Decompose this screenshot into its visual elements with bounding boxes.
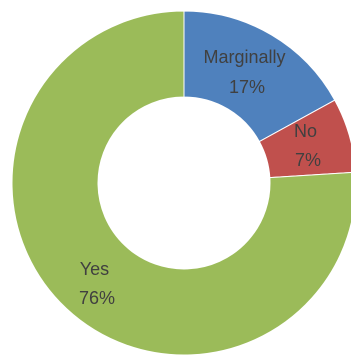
slice-marginally — [183, 10, 336, 143]
label-no-value: 7% — [295, 150, 321, 170]
label-marginally: Marginally 17% — [203, 47, 290, 97]
label-yes-value: 76% — [79, 288, 115, 308]
label-no-name: No — [294, 121, 317, 141]
labels-group: Marginally 17% No 7% Yes 76% — [79, 47, 322, 308]
slice-no — [258, 99, 351, 179]
label-yes-name: Yes — [80, 259, 109, 279]
label-marginally-value: 17% — [229, 77, 265, 97]
label-no: No 7% — [294, 121, 322, 170]
label-marginally-name: Marginally — [203, 47, 285, 67]
slice-yes — [11, 10, 351, 356]
slices-group — [11, 10, 351, 356]
label-yes: Yes 76% — [79, 259, 115, 308]
